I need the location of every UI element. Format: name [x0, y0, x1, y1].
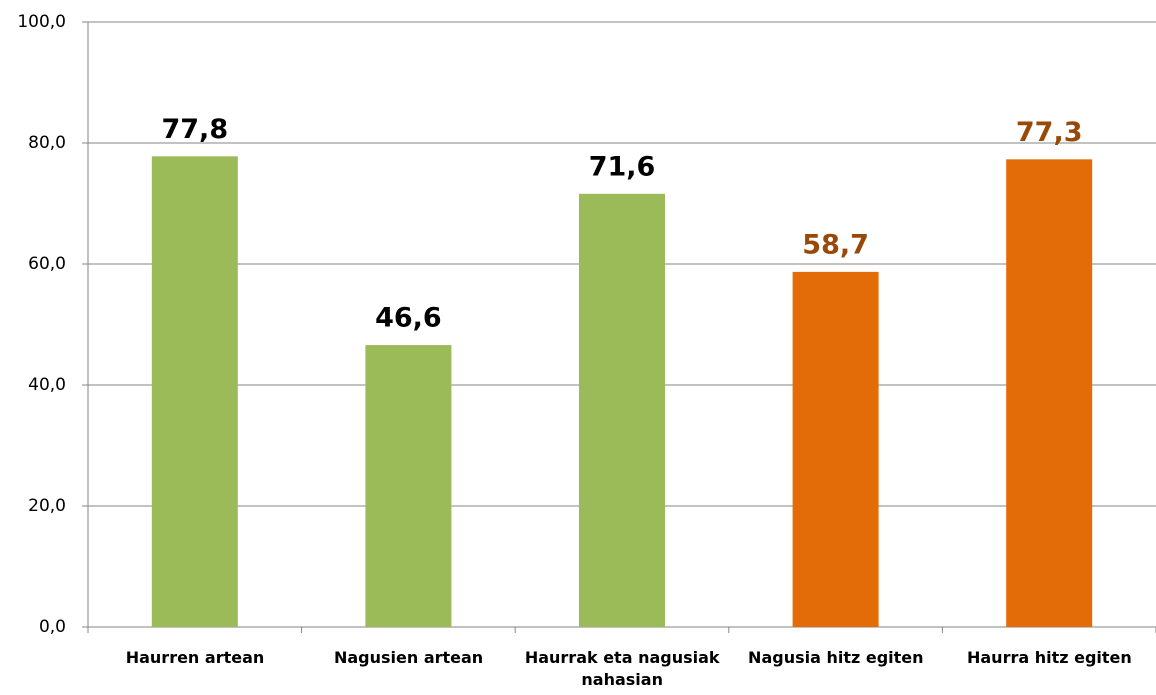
- y-tick-label: 40,0: [28, 375, 66, 395]
- value-label: 58,7: [802, 229, 869, 260]
- bar: [792, 271, 879, 627]
- value-label: 77,8: [161, 114, 228, 145]
- x-tick-label: Haurren artean: [125, 648, 265, 667]
- y-tick-label: 20,0: [28, 496, 66, 516]
- x-tick-label: Nagusien artean: [333, 648, 484, 667]
- bar: [1006, 159, 1093, 627]
- value-label: 46,6: [375, 303, 442, 334]
- bar: [151, 156, 238, 627]
- value-label: 71,6: [589, 151, 656, 182]
- x-tick-label: Nagusia hitz egiten: [748, 648, 924, 667]
- y-tick-label: 0,0: [39, 617, 66, 637]
- y-tick-label: 100,0: [17, 12, 66, 32]
- y-tick-label: 60,0: [28, 254, 66, 274]
- bar: [365, 345, 452, 627]
- x-tick-label: Haurra hitz egiten: [966, 648, 1132, 667]
- y-tick-label: 80,0: [28, 133, 66, 153]
- x-tick-label: Haurrak eta nagusiak nahasian: [524, 648, 720, 689]
- bar: [579, 193, 665, 627]
- value-label: 77,3: [1016, 117, 1083, 148]
